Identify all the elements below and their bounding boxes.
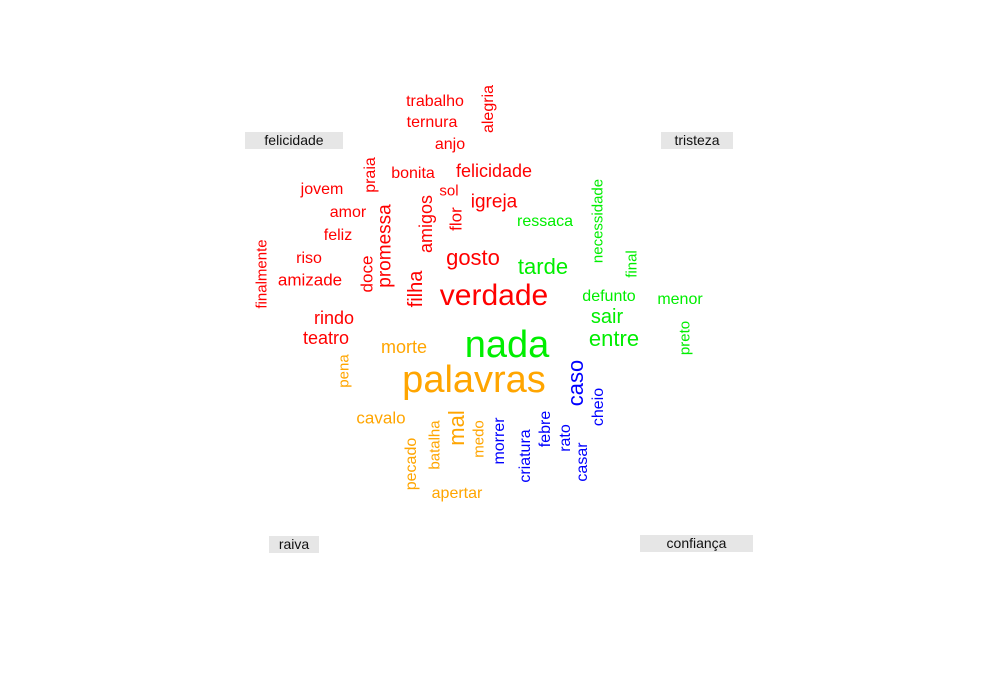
word-rindo: rindo	[313, 308, 355, 328]
word-anjo: anjo	[434, 136, 466, 153]
word-criatura: criatura	[517, 429, 534, 483]
word-tarde: tarde	[517, 254, 569, 279]
word-necessidade: necessidade	[589, 178, 607, 264]
word-feliz: feliz	[323, 227, 353, 244]
word-morte: morte	[380, 337, 428, 357]
word-praia: praia	[362, 157, 379, 193]
word-bonita: bonita	[391, 165, 435, 182]
word-alegria: alegria	[480, 84, 497, 134]
word-ternura: ternura	[406, 114, 458, 131]
word-palavras: palavras	[402, 359, 546, 401]
word-filha: filha	[405, 270, 427, 308]
word-final: final	[623, 250, 641, 278]
word-jovem: jovem	[300, 181, 344, 198]
word-defunto: defunto	[582, 288, 636, 305]
word-menor: menor	[657, 291, 703, 308]
word-sair: sair	[590, 306, 624, 328]
word-febre: febre	[537, 410, 554, 448]
word-verdade: verdade	[439, 279, 549, 312]
word-nada: nada	[464, 324, 550, 366]
word-gosto: gosto	[446, 245, 500, 270]
word-riso: riso	[296, 250, 322, 267]
word-pecado: pecado	[403, 437, 420, 491]
word-finalmente: finalmente	[253, 239, 271, 309]
word-caso: caso	[563, 359, 588, 407]
word-amor: amor	[329, 204, 367, 221]
word-teatro: teatro	[302, 328, 350, 348]
word-doce: doce	[357, 255, 377, 293]
group-label-tristeza: tristeza	[661, 132, 733, 149]
word-trabalho: trabalho	[406, 93, 464, 110]
word-amigos: amigos	[416, 194, 436, 254]
word-felicidade: felicidade	[455, 161, 533, 181]
word-apertar: apertar	[431, 485, 483, 502]
word-cavalo: cavalo	[356, 408, 406, 428]
group-label-confianca: confiança	[640, 535, 753, 552]
word-promessa: promessa	[374, 204, 396, 288]
word-preto: preto	[676, 320, 694, 356]
group-label-felicidade: felicidade	[245, 132, 343, 149]
group-label-raiva: raiva	[269, 536, 319, 553]
word-pena: pena	[335, 354, 353, 388]
word-igreja: igreja	[470, 191, 518, 213]
word-ressaca: ressaca	[516, 213, 574, 230]
word-medo: medo	[470, 420, 488, 458]
word-batalha: batalha	[426, 420, 444, 470]
word-mal: mal	[444, 410, 469, 446]
word-casar: casar	[574, 442, 591, 482]
word-entre: entre	[588, 326, 640, 351]
word-cheio: cheio	[590, 387, 607, 427]
word-morrer: morrer	[491, 417, 508, 465]
word-amizade: amizade	[277, 270, 343, 290]
word-sol: sol	[439, 182, 459, 200]
word-flor: flor	[446, 207, 466, 231]
word-rato: rato	[557, 424, 574, 452]
